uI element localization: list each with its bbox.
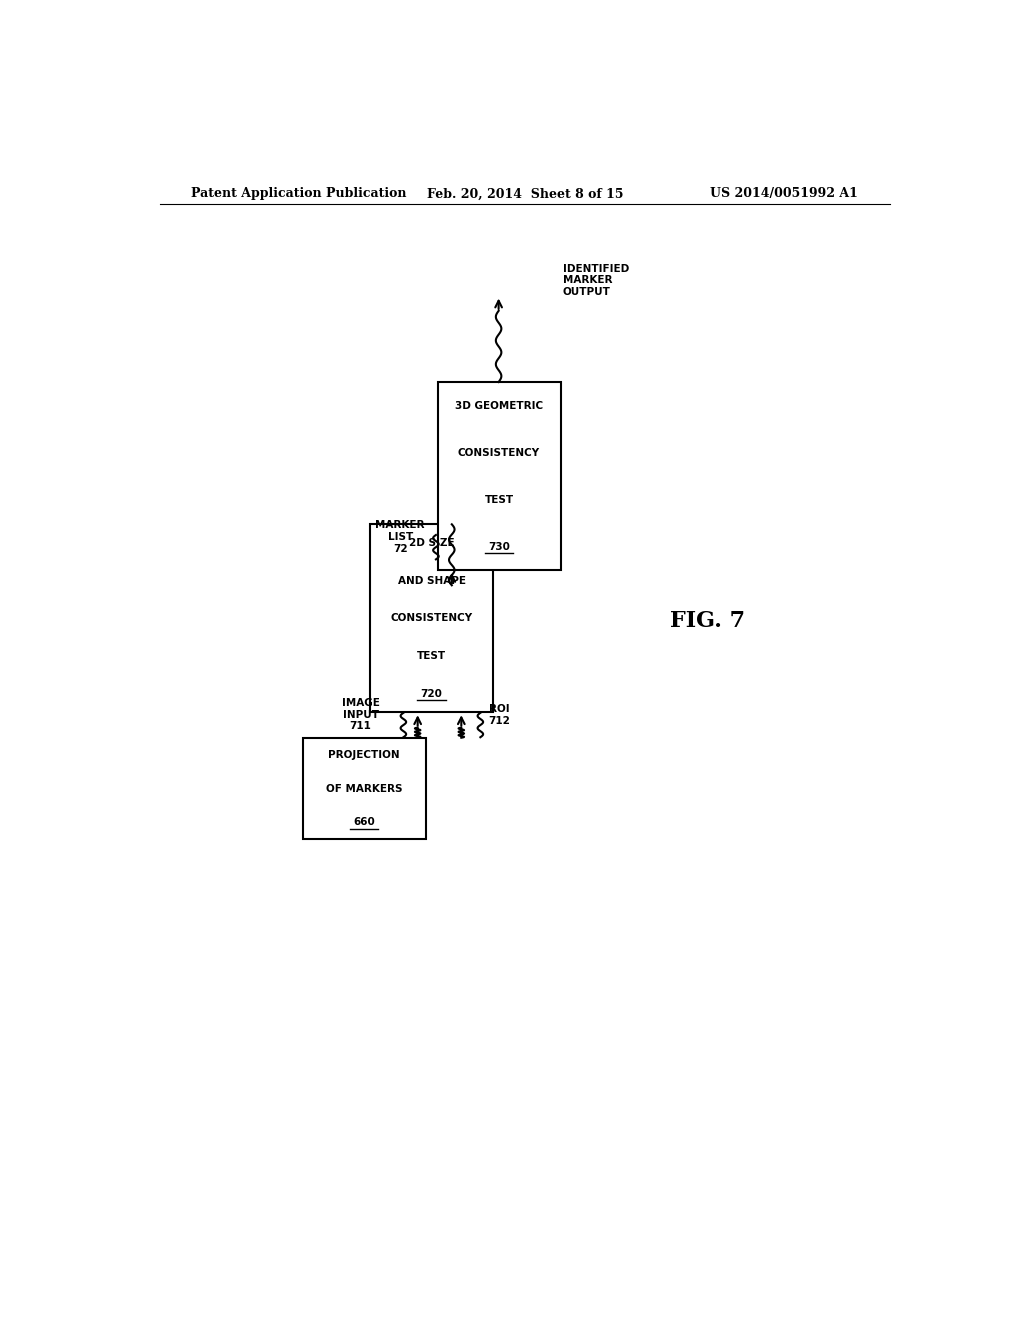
Text: MARKER
LIST
72: MARKER LIST 72 — [376, 520, 425, 553]
Text: AND SHAPE: AND SHAPE — [397, 576, 466, 586]
Bar — [370, 524, 494, 713]
Text: FIG. 7: FIG. 7 — [670, 610, 744, 632]
Text: TEST: TEST — [417, 651, 446, 661]
Text: 660: 660 — [353, 817, 375, 828]
Text: US 2014/0051992 A1: US 2014/0051992 A1 — [711, 187, 858, 201]
Text: IDENTIFIED
MARKER
OUTPUT: IDENTIFIED MARKER OUTPUT — [563, 264, 629, 297]
Bar — [303, 738, 426, 840]
Text: ROI
712: ROI 712 — [488, 704, 510, 726]
Bar — [437, 381, 560, 570]
Text: 3D GEOMETRIC: 3D GEOMETRIC — [455, 400, 543, 411]
Text: 720: 720 — [421, 689, 442, 698]
Text: CONSISTENCY: CONSISTENCY — [458, 447, 540, 458]
Text: TEST: TEST — [484, 495, 514, 504]
Text: Feb. 20, 2014  Sheet 8 of 15: Feb. 20, 2014 Sheet 8 of 15 — [427, 187, 623, 201]
Text: PROJECTION: PROJECTION — [329, 750, 400, 760]
Text: CONSISTENCY: CONSISTENCY — [390, 614, 473, 623]
Text: Patent Application Publication: Patent Application Publication — [191, 187, 407, 201]
Text: OF MARKERS: OF MARKERS — [326, 784, 402, 793]
Text: IMAGE
INPUT
711: IMAGE INPUT 711 — [342, 698, 380, 731]
Text: 730: 730 — [488, 541, 510, 552]
Text: 2D SIZE: 2D SIZE — [409, 539, 455, 548]
